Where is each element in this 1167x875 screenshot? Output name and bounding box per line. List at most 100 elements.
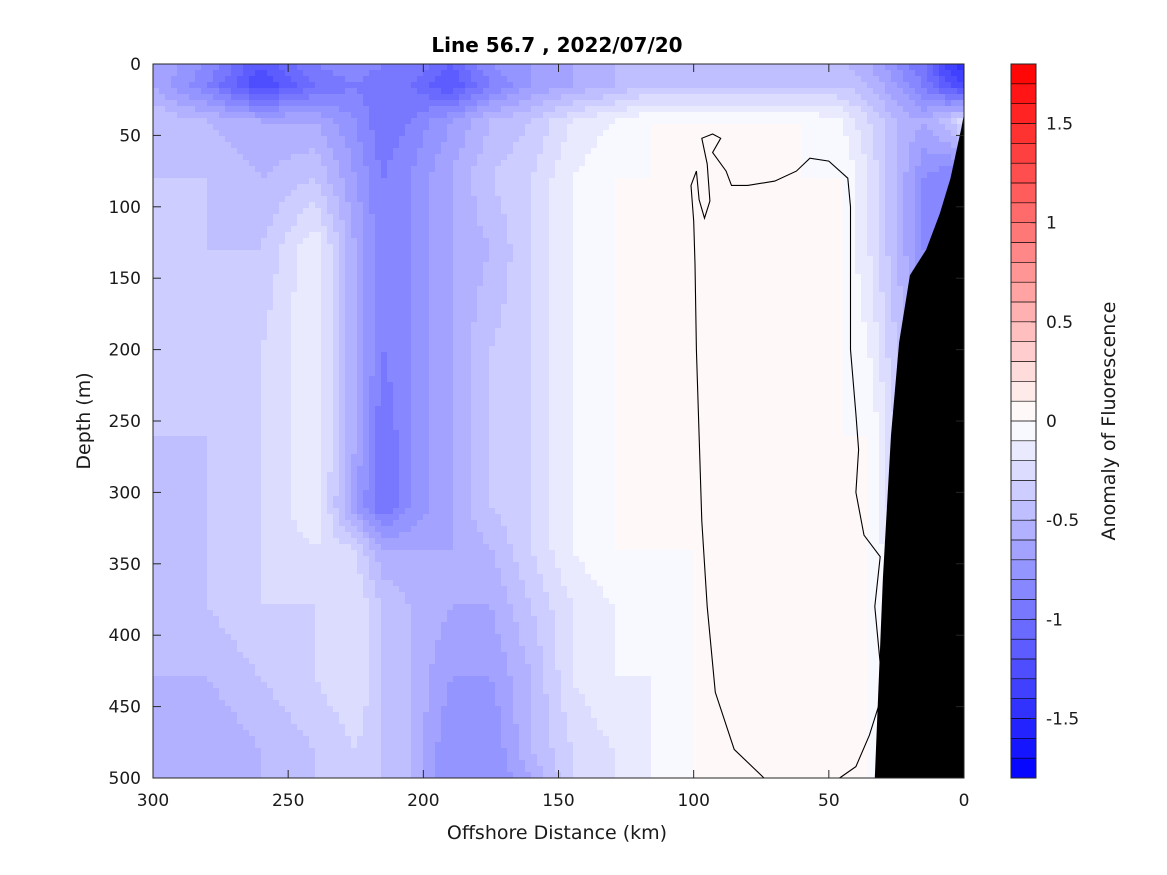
anomaly-cell	[843, 100, 850, 107]
anomaly-cell	[561, 64, 568, 71]
anomaly-cell	[369, 112, 376, 119]
anomaly-cell	[465, 220, 472, 227]
anomaly-cell	[459, 172, 466, 179]
anomaly-cell	[495, 100, 502, 107]
anomaly-cell	[885, 244, 892, 251]
anomaly-cell	[189, 244, 196, 251]
anomaly-cell	[891, 82, 898, 89]
anomaly-cell	[297, 256, 304, 263]
anomaly-cell	[537, 118, 544, 125]
anomaly-cell	[825, 244, 832, 251]
anomaly-cell	[909, 82, 916, 89]
anomaly-cell	[153, 64, 160, 71]
anomaly-cell	[489, 256, 496, 263]
anomaly-cell	[213, 160, 220, 167]
anomaly-cell	[909, 106, 916, 113]
anomaly-cell	[369, 70, 376, 77]
anomaly-cell	[615, 172, 622, 179]
anomaly-cell	[597, 244, 604, 251]
anomaly-cell	[369, 106, 376, 113]
anomaly-cell	[399, 124, 406, 131]
anomaly-cell	[849, 166, 856, 173]
anomaly-cell	[735, 124, 742, 131]
anomaly-cell	[735, 244, 742, 251]
anomaly-cell	[483, 208, 490, 215]
anomaly-cell	[681, 274, 688, 281]
anomaly-cell	[633, 130, 640, 137]
anomaly-cell	[213, 178, 220, 185]
anomaly-cell	[651, 124, 658, 131]
anomaly-cell	[591, 196, 598, 203]
anomaly-cell	[639, 220, 646, 227]
anomaly-cell	[765, 172, 772, 179]
anomaly-cell	[345, 280, 352, 287]
anomaly-cell	[231, 82, 238, 89]
anomaly-cell	[627, 172, 634, 179]
anomaly-cell	[339, 100, 346, 107]
anomaly-cell	[345, 190, 352, 197]
anomaly-cell	[267, 220, 274, 227]
anomaly-cell	[333, 76, 340, 83]
anomaly-cell	[837, 136, 844, 143]
anomaly-cell	[519, 148, 526, 155]
anomaly-cell	[879, 124, 886, 131]
anomaly-cell	[579, 262, 586, 269]
anomaly-cell	[417, 274, 424, 281]
anomaly-cell	[315, 130, 322, 137]
anomaly-cell	[609, 226, 616, 233]
anomaly-cell	[759, 184, 766, 191]
anomaly-cell	[291, 190, 298, 197]
anomaly-cell	[159, 70, 166, 77]
anomaly-cell	[165, 154, 172, 161]
anomaly-cell	[159, 94, 166, 101]
anomaly-cell	[303, 280, 310, 287]
anomaly-cell	[495, 88, 502, 95]
anomaly-cell	[237, 142, 244, 149]
anomaly-cell	[693, 124, 700, 131]
anomaly-cell	[483, 76, 490, 83]
anomaly-cell	[387, 76, 394, 83]
anomaly-cell	[819, 100, 826, 107]
anomaly-cell	[303, 274, 310, 281]
anomaly-cell	[297, 76, 304, 83]
anomaly-cell	[411, 130, 418, 137]
anomaly-cell	[321, 202, 328, 209]
anomaly-cell	[645, 154, 652, 161]
anomaly-cell	[477, 64, 484, 71]
anomaly-cell	[615, 160, 622, 167]
anomaly-cell	[321, 124, 328, 131]
anomaly-cell	[597, 166, 604, 173]
anomaly-cell	[231, 268, 238, 275]
anomaly-cell	[351, 184, 358, 191]
anomaly-cell	[681, 190, 688, 197]
anomaly-cell	[717, 148, 724, 155]
anomaly-cell	[891, 148, 898, 155]
anomaly-cell	[237, 166, 244, 173]
anomaly-cell	[399, 148, 406, 155]
anomaly-cell	[609, 142, 616, 149]
anomaly-cell	[789, 100, 796, 107]
anomaly-cell	[489, 184, 496, 191]
anomaly-cell	[375, 202, 382, 209]
anomaly-cell	[765, 64, 772, 71]
anomaly-cell	[369, 148, 376, 155]
anomaly-cell	[453, 262, 460, 269]
anomaly-cell	[909, 166, 916, 173]
anomaly-cell	[297, 64, 304, 71]
anomaly-cell	[693, 274, 700, 281]
anomaly-cell	[675, 214, 682, 221]
anomaly-cell	[189, 196, 196, 203]
anomaly-cell	[279, 280, 286, 287]
anomaly-cell	[417, 190, 424, 197]
anomaly-cell	[687, 226, 694, 233]
anomaly-cell	[237, 160, 244, 167]
anomaly-cell	[477, 256, 484, 263]
anomaly-cell	[489, 124, 496, 131]
anomaly-cell	[333, 232, 340, 239]
anomaly-cell	[831, 112, 838, 119]
anomaly-cell	[867, 64, 874, 71]
anomaly-cell	[921, 166, 928, 173]
anomaly-cell	[279, 208, 286, 215]
anomaly-cell	[645, 160, 652, 167]
anomaly-cell	[231, 70, 238, 77]
